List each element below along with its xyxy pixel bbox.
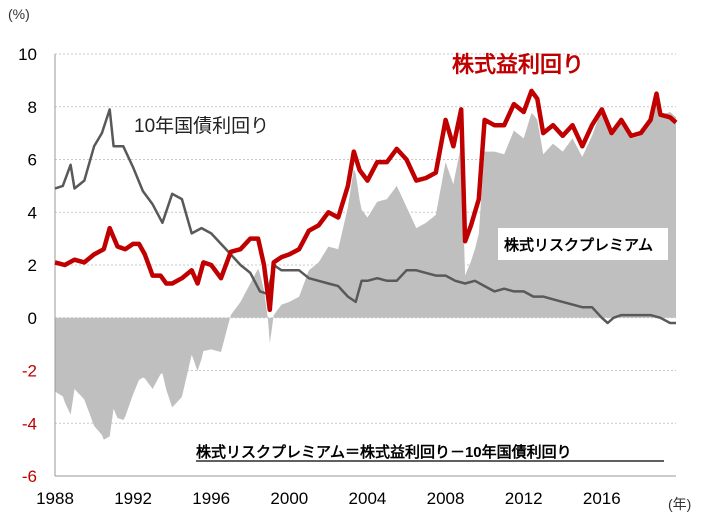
x-tick-label: 2008 xyxy=(427,489,465,508)
series-earnings-yield-line xyxy=(54,88,678,313)
y-tick-label: 8 xyxy=(28,98,37,117)
premium-label-box xyxy=(498,228,668,260)
earnings-yield-annotation: 株式益利回り xyxy=(452,52,584,77)
y-tick-label: -2 xyxy=(22,362,37,381)
x-tick-label: 1996 xyxy=(192,489,230,508)
y-tick-label: -6 xyxy=(22,467,37,486)
formula-annotation: 株式リスクプレミアム＝株式益利回り－10年国債利回り xyxy=(196,443,572,461)
x-tick-label: 2016 xyxy=(583,489,621,508)
x-tick-label: 1992 xyxy=(114,489,152,508)
y-unit-label: (%) xyxy=(8,6,30,22)
series-bond-yield-line xyxy=(54,108,676,325)
x-unit-label: (年) xyxy=(668,496,691,512)
y-tick-label: 0 xyxy=(28,309,37,328)
x-tick-label: 2000 xyxy=(270,489,308,508)
y-tick-labels: 10 8 6 4 2 0 -2 -4 -6 xyxy=(18,45,37,486)
x-tick-labels: 1988 1992 1996 2000 2004 2008 2012 2016 xyxy=(36,489,621,508)
x-tick-label: 2004 xyxy=(349,489,387,508)
y-tick-label: 4 xyxy=(28,203,37,222)
y-tick-label: 6 xyxy=(28,151,37,170)
x-tick-label: 2012 xyxy=(505,489,543,508)
risk-premium-area xyxy=(55,94,676,440)
y-tick-label: 10 xyxy=(18,45,37,64)
x-tick-label: 1988 xyxy=(36,489,74,508)
y-tick-label: 2 xyxy=(28,256,37,275)
bond-yield-annotation: 10年国債利回り xyxy=(134,115,269,137)
risk-premium-annotation: 株式リスクプレミアム xyxy=(504,236,653,254)
y-tick-label: -4 xyxy=(22,414,37,433)
